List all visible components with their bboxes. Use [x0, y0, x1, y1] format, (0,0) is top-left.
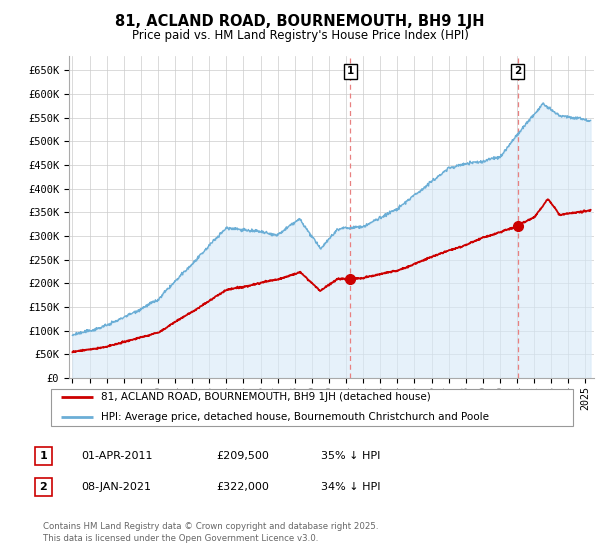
Text: 81, ACLAND ROAD, BOURNEMOUTH, BH9 1JH (detached house): 81, ACLAND ROAD, BOURNEMOUTH, BH9 1JH (d…: [101, 393, 431, 402]
Text: Price paid vs. HM Land Registry's House Price Index (HPI): Price paid vs. HM Land Registry's House …: [131, 29, 469, 42]
Text: 1: 1: [40, 451, 47, 461]
Text: Contains HM Land Registry data © Crown copyright and database right 2025.
This d: Contains HM Land Registry data © Crown c…: [43, 522, 379, 543]
Text: 2: 2: [40, 482, 47, 492]
FancyBboxPatch shape: [50, 389, 574, 426]
Text: £209,500: £209,500: [216, 451, 269, 461]
Text: HPI: Average price, detached house, Bournemouth Christchurch and Poole: HPI: Average price, detached house, Bour…: [101, 413, 489, 422]
Text: 1: 1: [347, 66, 354, 76]
Text: 2: 2: [514, 66, 521, 76]
Text: 35% ↓ HPI: 35% ↓ HPI: [321, 451, 380, 461]
Text: 01-APR-2011: 01-APR-2011: [81, 451, 152, 461]
Text: 81, ACLAND ROAD, BOURNEMOUTH, BH9 1JH: 81, ACLAND ROAD, BOURNEMOUTH, BH9 1JH: [115, 14, 485, 29]
Text: 34% ↓ HPI: 34% ↓ HPI: [321, 482, 380, 492]
Text: £322,000: £322,000: [216, 482, 269, 492]
Text: 08-JAN-2021: 08-JAN-2021: [81, 482, 151, 492]
